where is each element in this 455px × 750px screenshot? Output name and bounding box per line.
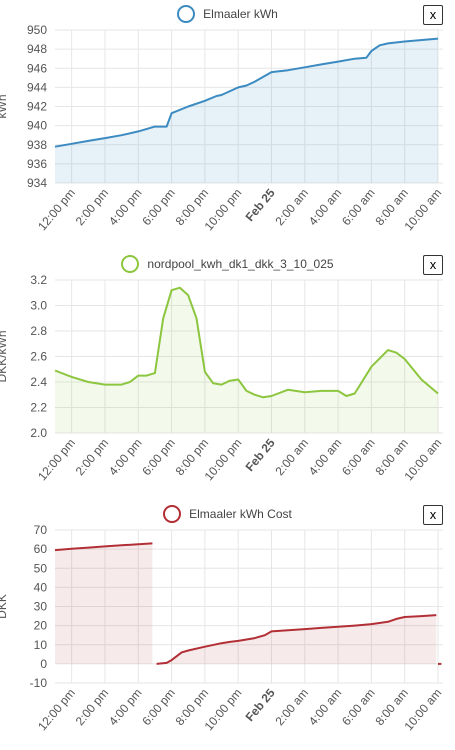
y-tick-label: 946 xyxy=(27,61,47,75)
y-tick-label: 940 xyxy=(27,119,47,133)
x-tick-label: 2:00 pm xyxy=(73,186,112,228)
chart-panel-price: nordpool_kwh_dk1_dkk_3_10_025 x 2.0 2.2 2.… xyxy=(0,250,455,500)
y-tick-label: 2.6 xyxy=(30,350,47,364)
y-tick-label: 0 xyxy=(40,657,47,671)
x-tick-label: 12:00 pm xyxy=(35,436,78,483)
series-line xyxy=(54,286,439,399)
y-tick-label: 70 xyxy=(34,523,48,537)
x-tick-label: 6:00 am xyxy=(339,436,378,478)
series-line xyxy=(54,37,439,148)
x-tick-label: 6:00 pm xyxy=(139,686,178,728)
chart-panel-cost: Elmaaler kWh Cost x -10 0 10 20 30 40 50 60 70 12… xyxy=(0,500,455,750)
x-tick-label: 6:00 am xyxy=(339,686,378,728)
x-tick-label: 4:00 pm xyxy=(106,186,145,228)
legend-price[interactable]: nordpool_kwh_dk1_dkk_3_10_025 xyxy=(0,254,455,274)
legend-energy[interactable]: Elmaaler kWh xyxy=(0,4,455,24)
y-tick-label: 3.2 xyxy=(30,273,47,287)
legend-label-price: nordpool_kwh_dk1_dkk_3_10_025 xyxy=(147,257,334,271)
series-area xyxy=(156,615,437,664)
y-tick-label: 948 xyxy=(27,42,47,56)
x-tick-label: 2:00 am xyxy=(272,186,311,228)
series-area xyxy=(55,543,153,664)
series-area xyxy=(55,38,438,183)
y-tick-label: 942 xyxy=(27,100,47,114)
series-area xyxy=(55,287,438,433)
x-tick-label: 2:00 pm xyxy=(73,436,112,478)
y-tick-label: 934 xyxy=(27,176,47,190)
legend-label-cost: Elmaaler kWh Cost xyxy=(189,507,292,521)
y-tick-label: 60 xyxy=(34,542,48,556)
y-axis-label: DKK xyxy=(0,594,9,619)
x-tick-label: 4:00 am xyxy=(306,436,345,478)
y-tick-label: 30 xyxy=(34,600,48,614)
x-tick-label: 12:00 pm xyxy=(35,686,78,733)
x-tick-label: 4:00 pm xyxy=(106,436,145,478)
series-line xyxy=(54,542,153,552)
legend-swatch-cost xyxy=(163,505,182,523)
y-tick-label: 40 xyxy=(34,580,48,594)
x-tick-label: 6:00 am xyxy=(339,186,378,228)
y-tick-label: 2.4 xyxy=(30,375,47,389)
x-tick-label: 2:00 am xyxy=(272,686,311,728)
chart-price: 2.02.22.42.62.83.03.212:00 pm2:00 pm4:00… xyxy=(0,273,444,483)
y-tick-label: 20 xyxy=(34,619,48,633)
legend-label-energy: Elmaaler kWh xyxy=(203,7,278,21)
y-tick-label: 944 xyxy=(27,80,47,94)
y-tick-label: 3.0 xyxy=(30,299,47,313)
y-tick-label: 936 xyxy=(27,157,47,171)
x-tick-label: 6:00 pm xyxy=(139,186,178,228)
x-tick-label: 6:00 pm xyxy=(139,436,178,478)
x-tick-label: 4:00 am xyxy=(306,186,345,228)
x-tick-label: 4:00 pm xyxy=(106,686,145,728)
y-axis-label: kWh xyxy=(0,95,9,119)
x-tick-label: 2:00 pm xyxy=(73,686,112,728)
x-tick-label: 2:00 am xyxy=(272,436,311,478)
y-tick-label: 2.0 xyxy=(30,426,47,440)
series-line xyxy=(156,614,437,665)
legend-swatch-energy xyxy=(177,5,196,23)
y-tick-label: -10 xyxy=(30,676,48,690)
x-tick-label: 4:00 am xyxy=(306,686,345,728)
y-tick-label: 950 xyxy=(27,23,47,37)
y-tick-label: 2.2 xyxy=(30,401,47,415)
close-button-cost[interactable]: x xyxy=(423,505,443,525)
legend-swatch-price xyxy=(121,255,140,273)
chart-panel-energy: Elmaaler kWh x 934 936 938 940 942 944 946 948 9… xyxy=(0,0,455,250)
close-button-energy[interactable]: x xyxy=(423,5,443,25)
x-tick-label: 12:00 pm xyxy=(35,186,78,233)
legend-cost[interactable]: Elmaaler kWh Cost xyxy=(0,504,455,524)
y-tick-label: 2.8 xyxy=(30,324,47,338)
close-button-price[interactable]: x xyxy=(423,255,443,275)
y-tick-label: 50 xyxy=(34,561,48,575)
y-tick-label: 10 xyxy=(34,638,48,652)
chart-cost: -10 0 10 20 30 40 50 60 70 12:00 pm2:00 pm4:00 pm… xyxy=(0,523,444,733)
y-axis-label: DKK/kWh xyxy=(0,330,9,382)
y-tick-label: 938 xyxy=(27,138,47,152)
